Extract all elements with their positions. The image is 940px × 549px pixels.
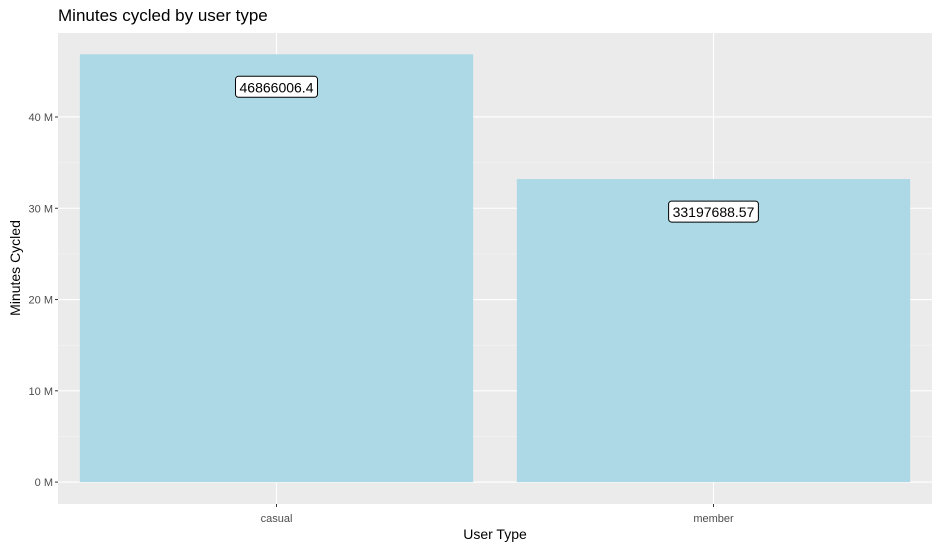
chart-title: Minutes cycled by user type [58,6,268,25]
data-label: 33197688.57 [668,200,759,223]
data-label-text: 46866006.4 [240,79,314,95]
y-tick-label: 30 M [29,203,53,215]
y-axis: 0 M 10 M 20 M 30 M 40 M [29,112,58,489]
x-axis: casual member [261,504,734,525]
data-labels: 46866006.4 33197688.57 [235,75,759,223]
data-label-box [235,75,318,98]
y-tick-label: 40 M [29,112,53,124]
data-label-text: 33197688.57 [673,204,755,220]
y-tick-label: 0 M [35,477,53,489]
x-axis-title: User Type [463,526,527,542]
x-tick-label: casual [261,513,293,525]
bars [79,54,911,483]
y-tick-label: 10 M [29,386,53,398]
x-tick-label: member [693,513,734,525]
data-label-box [668,200,759,223]
bar-casual [79,54,474,483]
bar-member [516,179,911,483]
y-tick-label: 20 M [29,295,53,307]
y-axis-title: Minutes Cycled [7,220,23,316]
data-label: 46866006.4 [235,75,318,98]
